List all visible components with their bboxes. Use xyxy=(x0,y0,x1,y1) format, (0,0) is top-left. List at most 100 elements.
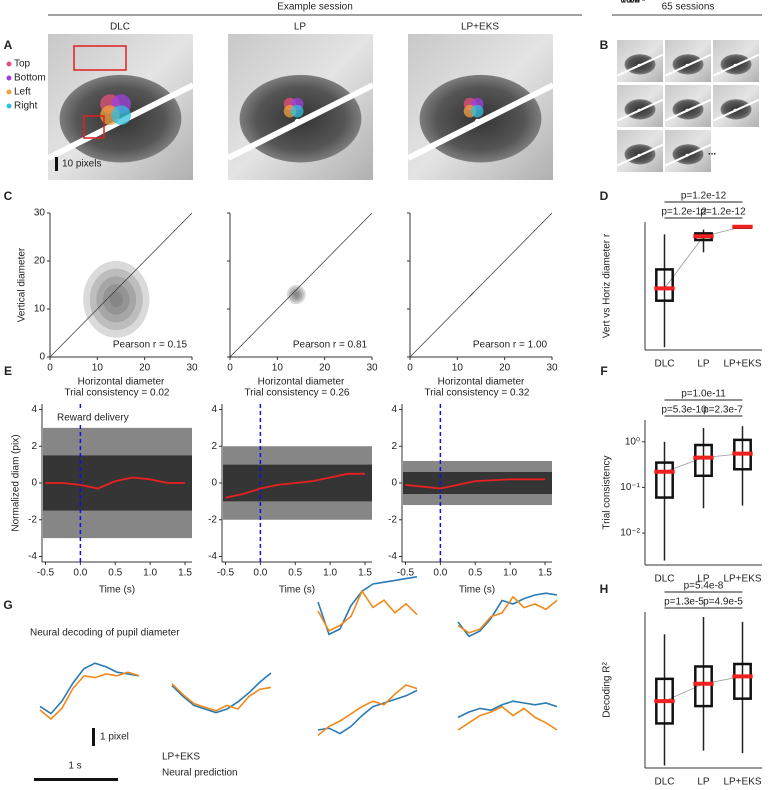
mean-trace xyxy=(225,472,366,499)
box xyxy=(655,461,674,499)
trial-traces xyxy=(403,471,552,495)
x-tick-label: 10 xyxy=(452,363,464,374)
y-tick-label: 0.50 xyxy=(621,0,641,6)
x-tick-label: 1.5 xyxy=(178,568,192,579)
x-tick-label: 1.5 xyxy=(538,568,552,579)
legend-label: LP+EKS xyxy=(162,752,200,763)
y-tick-label: 0 xyxy=(391,478,397,489)
box xyxy=(694,665,713,708)
y-tick-label: 20 xyxy=(34,256,46,267)
density-contour xyxy=(109,291,123,308)
pupil-glint xyxy=(685,153,689,157)
p-value: p=4.9e-5 xyxy=(703,597,743,608)
header-title: Example session xyxy=(277,2,353,13)
y-tick-label: 0.75 xyxy=(621,0,641,6)
box xyxy=(655,268,674,302)
pearson-label: Pearson r = 1.00 xyxy=(473,340,548,351)
density-contour xyxy=(89,268,143,331)
pearson-label: Pearson r = 0.15 xyxy=(113,340,188,351)
density-contour xyxy=(294,292,299,297)
x-tick-label: 30 xyxy=(546,363,558,374)
session-trend xyxy=(664,457,704,473)
y-tick-label: 0.6 xyxy=(626,0,640,6)
p-value: p=1.2e-12 xyxy=(700,207,746,218)
category-label: LP xyxy=(697,574,710,585)
decoding-trace xyxy=(457,592,558,638)
y-tick-label: -2 xyxy=(208,514,217,525)
scale-bar-label: 1 pixel xyxy=(100,732,129,743)
method-title: DLC xyxy=(110,22,130,33)
y-axis-label: Vertical diameter xyxy=(17,247,28,322)
y-axis-label: Normalized diam (pix) xyxy=(11,434,22,531)
category-label: LP+EKS xyxy=(723,574,761,585)
y-tick-label: 0 xyxy=(211,478,217,489)
y-tick-label: -4 xyxy=(28,551,37,562)
keypoint-cloud xyxy=(111,105,131,125)
pupil-glint xyxy=(637,63,641,67)
session-trend xyxy=(664,235,704,289)
x-tick-label: 0 xyxy=(227,363,233,374)
p-value: p=1.2e-12 xyxy=(661,207,707,218)
y-tick-label: -4 xyxy=(208,551,217,562)
p-value: p=5.4e-8 xyxy=(684,581,724,592)
plot-title: Trial consistency = 0.32 xyxy=(425,388,530,399)
density-contour xyxy=(288,286,304,303)
panel-letter: C xyxy=(4,189,13,203)
legend-label: Top xyxy=(14,59,31,70)
identity-line xyxy=(409,212,553,358)
y-tick-label: 2 xyxy=(391,441,397,452)
category-label: LP+EKS xyxy=(723,359,761,370)
p-value: p=5.3e-10 xyxy=(661,405,707,416)
category-label: DLC xyxy=(654,777,674,788)
y-tick-label: 0 xyxy=(31,478,37,489)
decoding-trace xyxy=(317,684,418,737)
pupil-glint xyxy=(294,118,301,125)
decoding-trace xyxy=(39,662,140,715)
y-tick-label: 0 xyxy=(39,352,45,363)
panel-letter: H xyxy=(600,582,609,596)
y-tick-label: 0.00 xyxy=(621,0,641,6)
panel-letter: F xyxy=(600,364,607,378)
x-axis-label: Time (s) xyxy=(459,585,495,596)
x-tick-label: 1.0 xyxy=(143,568,157,579)
x-tick-label: 1.0 xyxy=(503,568,517,579)
y-tick-label: -4 xyxy=(388,551,397,562)
decoding-trace xyxy=(317,589,418,632)
decoding-trace xyxy=(457,700,558,719)
density-contour xyxy=(96,276,137,323)
x-tick-label: 0.5 xyxy=(108,568,122,579)
y-axis-label: Vert vs Horiz diameter r xyxy=(602,233,613,338)
plot-title: Trial consistency = 0.02 xyxy=(65,388,170,399)
x-tick-label: 20 xyxy=(499,363,511,374)
x-tick-label: 0 xyxy=(47,363,53,374)
density-contour xyxy=(83,261,150,338)
decoding-trace xyxy=(317,689,418,735)
x-tick-label: 10 xyxy=(92,363,104,374)
p-value: p=2.3e-7 xyxy=(703,405,743,416)
x-axis-label: Time (s) xyxy=(99,585,135,596)
legend-label: Neural prediction xyxy=(162,768,238,779)
x-tick-label: -0.5 xyxy=(217,568,235,579)
y-tick-label: 0.0 xyxy=(626,0,640,6)
annotation-bg xyxy=(56,411,124,425)
p-value: p=1.2e-12 xyxy=(681,191,727,202)
x-tick-label: -0.5 xyxy=(397,568,415,579)
p-value: p=1.0e-11 xyxy=(681,389,726,400)
x-tick-label: 20 xyxy=(319,363,331,374)
panel-title: Neural decoding of pupil diameter xyxy=(30,628,180,639)
identity-line xyxy=(49,212,193,358)
mean-trace xyxy=(45,476,186,490)
y-tick-label: 1.00 xyxy=(621,0,641,6)
legend-marker xyxy=(6,75,12,81)
density-contour xyxy=(103,284,130,315)
y-tick-label: 10⁰ xyxy=(625,436,640,447)
legend-marker xyxy=(6,103,12,109)
category-label: LP xyxy=(697,359,710,370)
y-axis-label: Decoding R² xyxy=(602,662,613,718)
x-tick-label: 30 xyxy=(366,363,378,374)
panel-letter: B xyxy=(600,38,609,52)
pupil-glint xyxy=(637,153,641,157)
y-tick-label: 10⁻² xyxy=(620,528,640,539)
x-tick-label: 0.0 xyxy=(73,568,87,579)
